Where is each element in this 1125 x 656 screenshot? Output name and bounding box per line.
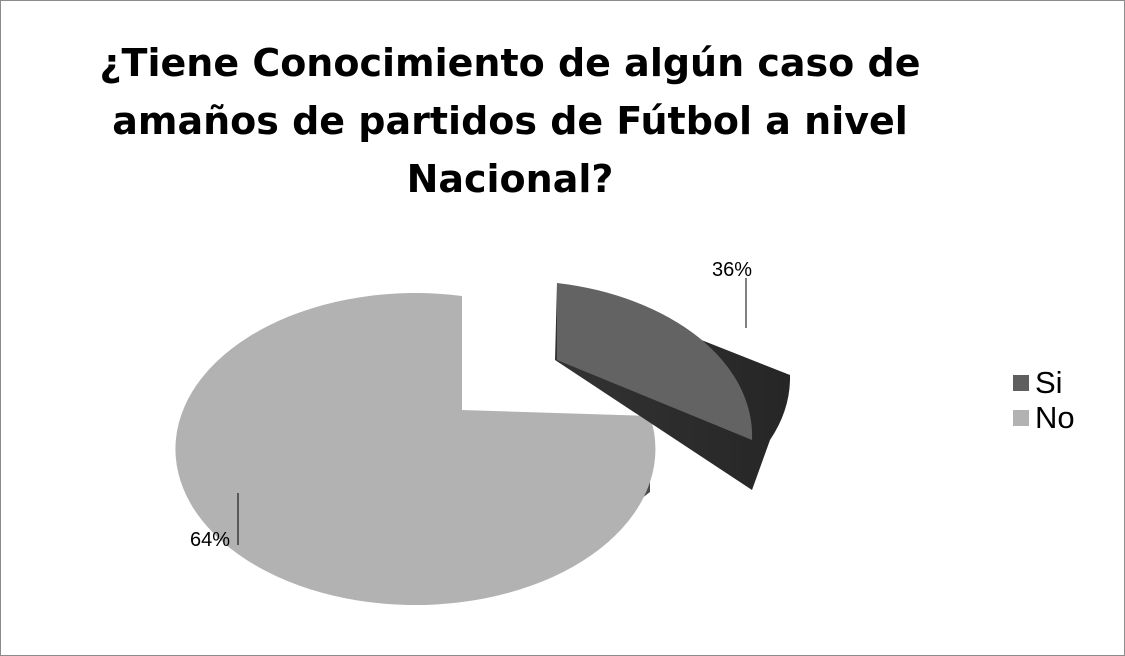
legend-item-si: Si [1013, 365, 1075, 400]
chart-title: ¿Tiene Conocimiento de algún caso de ama… [60, 34, 960, 208]
chart-legend: Si No [1013, 365, 1075, 435]
pie-slice-no [175, 293, 656, 606]
chart-title-line-1: ¿Tiene Conocimiento de algún caso de [99, 41, 921, 85]
data-label-no: 64% [190, 529, 230, 551]
pie-slice-no-top [175, 293, 656, 606]
legend-label-no: No [1035, 399, 1075, 435]
data-label-si: 36% [712, 259, 752, 281]
chart-title-line-3: Nacional? [406, 157, 614, 201]
legend-swatch-si [1013, 374, 1029, 391]
chart-title-line-2: amaños de partidos de Fútbol a nivel [112, 99, 908, 143]
pie-slice-si-top [557, 283, 753, 440]
pie-slice-si [555, 283, 791, 490]
legend-item-no: No [1013, 400, 1075, 435]
legend-label-si: Si [1035, 364, 1063, 400]
legend-swatch-no [1013, 409, 1029, 426]
